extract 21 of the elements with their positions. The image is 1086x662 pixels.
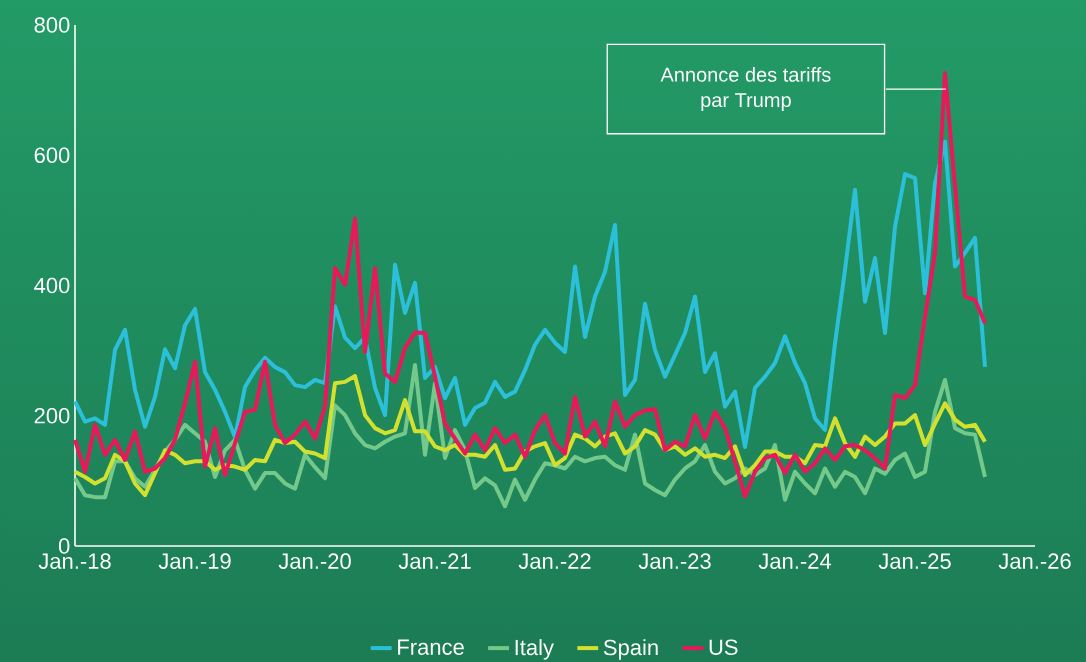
y-tick-label: 200 (34, 407, 70, 424)
y-tick-label: 400 (34, 277, 70, 294)
line-series (73, 373, 987, 497)
line-series (73, 139, 987, 449)
legend-label: France (398, 639, 464, 655)
x-tick-label: Jan.-19 (158, 553, 231, 569)
x-tick-label: Jan.-26 (998, 553, 1071, 569)
x-tick-label: Jan.-25 (878, 553, 951, 569)
x-tick-label: Jan.-21 (398, 553, 471, 569)
x-tick-label: Jan.-22 (518, 553, 591, 569)
x-tick-label: Jan.-23 (638, 553, 711, 569)
x-tick-label: Jan.-18 (38, 553, 111, 569)
legend-label: Italy (515, 638, 554, 660)
legend-label: US (709, 639, 738, 655)
x-tick-label: Jan.-24 (758, 553, 832, 569)
y-tick-label: 0 (58, 537, 70, 554)
y-tick-label: 600 (34, 147, 70, 163)
y-tick-label: 800 (34, 17, 70, 33)
legend-label: Spain (603, 638, 658, 660)
annotation: Annonce des tariffs par Trump (660, 66, 831, 111)
x-tick-label: Jan.-20 (278, 553, 351, 569)
